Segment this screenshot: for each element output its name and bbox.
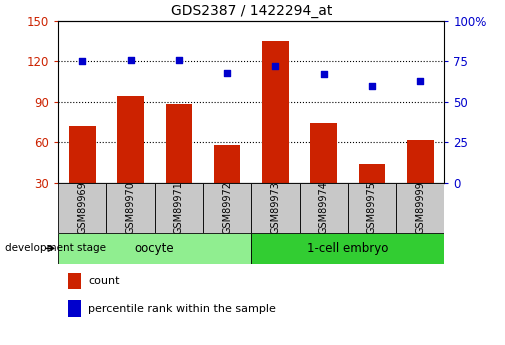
Bar	[68, 273, 80, 289]
Text: GSM89973: GSM89973	[270, 181, 280, 234]
Bar	[251, 233, 444, 264]
Bar	[251, 183, 299, 233]
Text: count: count	[88, 276, 120, 286]
Bar	[166, 105, 192, 183]
Text: GSM89972: GSM89972	[222, 181, 232, 234]
Bar	[68, 300, 80, 317]
Text: oocyte: oocyte	[135, 242, 174, 255]
Bar	[348, 183, 396, 233]
Bar	[155, 183, 203, 233]
Bar	[407, 140, 433, 183]
Bar	[69, 126, 95, 183]
Text: GSM89975: GSM89975	[367, 181, 377, 234]
Text: percentile rank within the sample: percentile rank within the sample	[88, 304, 276, 314]
Point	[78, 59, 86, 64]
Text: GSM89974: GSM89974	[319, 181, 329, 234]
Title: GDS2387 / 1422294_at: GDS2387 / 1422294_at	[171, 4, 332, 18]
Bar	[396, 183, 444, 233]
Text: GSM89969: GSM89969	[77, 181, 87, 234]
Point	[126, 57, 134, 62]
Bar	[117, 96, 144, 183]
Bar	[299, 183, 348, 233]
Bar	[203, 183, 251, 233]
Point	[271, 63, 279, 69]
Text: GSM89971: GSM89971	[174, 181, 184, 234]
Bar	[214, 145, 240, 183]
Bar	[311, 124, 337, 183]
Point	[175, 57, 183, 62]
Point	[320, 71, 328, 77]
Text: 1-cell embryo: 1-cell embryo	[307, 242, 388, 255]
Bar	[107, 183, 155, 233]
Bar	[58, 183, 107, 233]
Point	[368, 83, 376, 88]
Text: GSM89999: GSM89999	[415, 181, 425, 234]
Point	[223, 70, 231, 75]
Bar	[262, 41, 289, 183]
Text: GSM89970: GSM89970	[126, 181, 135, 234]
Bar	[58, 233, 251, 264]
Text: development stage: development stage	[5, 244, 106, 253]
Bar	[359, 164, 385, 183]
Point	[416, 78, 424, 83]
